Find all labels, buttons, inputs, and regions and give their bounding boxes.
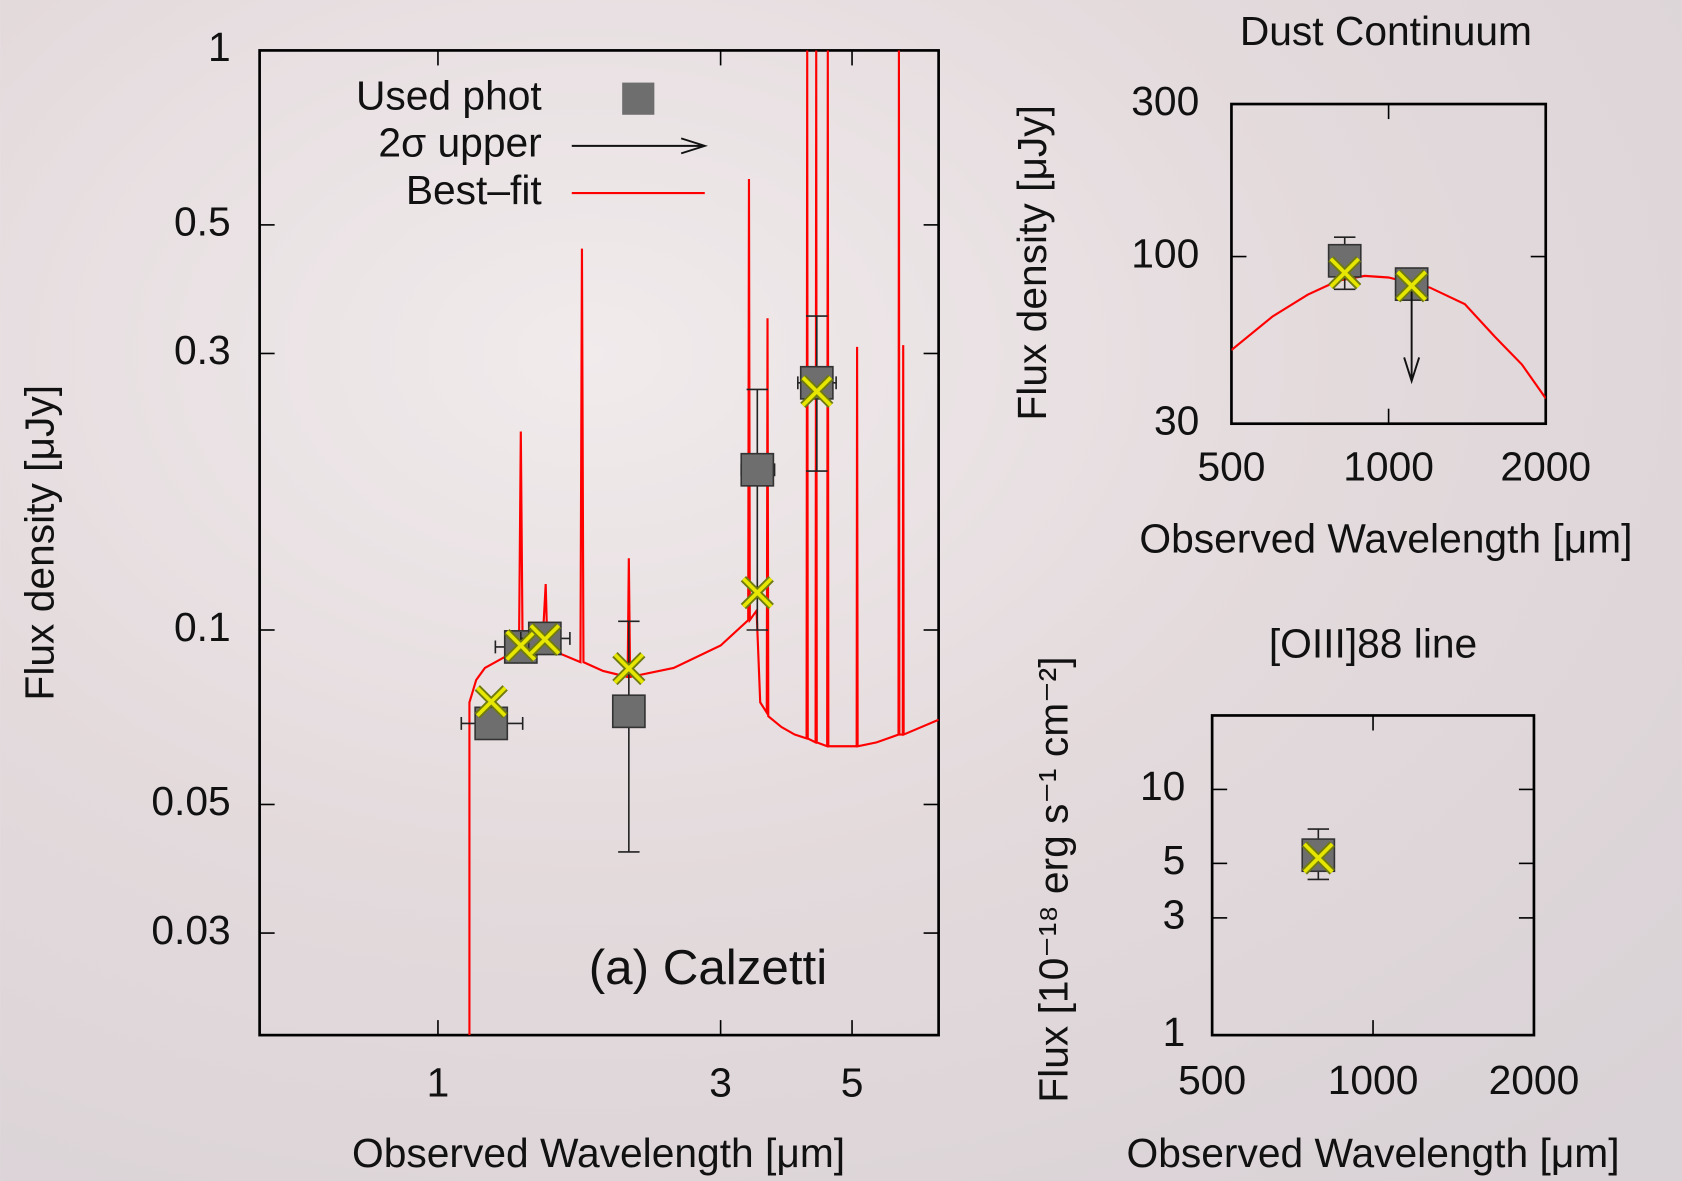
y-axis-label: Flux density [μJy] [17, 385, 63, 701]
y-tick-label: 30 [1154, 397, 1199, 443]
y-tick-label: 0.05 [151, 778, 230, 824]
x-tick-label: 500 [1197, 444, 1265, 490]
y-tick-label: 300 [1131, 78, 1199, 124]
y-tick-label: 1 [1163, 1009, 1186, 1055]
photometry-point [741, 454, 773, 486]
legend-label: Best–fit [406, 167, 543, 213]
x-tick-label: 5 [841, 1059, 864, 1105]
photometry-point [613, 695, 645, 727]
x-axis-label: Observed Wavelength [μm] [1127, 1130, 1620, 1176]
panel-title: [OIII]88 line [1269, 621, 1477, 667]
y-axis-label: Flux [10⁻¹⁸ erg s⁻¹ cm⁻²] [1030, 656, 1076, 1102]
x-axis-label: Observed Wavelength [μm] [352, 1130, 845, 1176]
x-axis-label: Observed Wavelength [μm] [1139, 515, 1632, 561]
annotation: (a) Calzetti [589, 940, 827, 995]
y-tick-label: 0.1 [174, 604, 231, 650]
y-tick-label: 3 [1163, 892, 1186, 938]
x-tick-label: 500 [1178, 1057, 1246, 1103]
figure: 0.03 0.05 0.1 0.3 0.5 1 1 3 5 Observed Wavelength… [0, 0, 1682, 1181]
x-tick-label: 2000 [1500, 444, 1591, 490]
x-tick-label: 2000 [1489, 1057, 1580, 1103]
legend-label: Used phot [356, 72, 542, 118]
y-tick-label: 100 [1131, 230, 1199, 276]
y-tick-label: 10 [1140, 763, 1185, 809]
y-tick-label: 5 [1163, 837, 1186, 883]
x-tick-label: 1000 [1343, 444, 1434, 490]
legend-label: 2σ upper [378, 120, 541, 166]
y-tick-label: 0.5 [174, 199, 231, 245]
panel-title: Dust Continuum [1240, 8, 1532, 54]
y-tick-label: 0.03 [151, 907, 230, 953]
legend-swatch [622, 83, 654, 115]
x-tick-label: 1000 [1328, 1057, 1419, 1103]
y-tick-label: 0.3 [174, 327, 231, 373]
x-tick-label: 1 [427, 1059, 450, 1105]
x-tick-label: 3 [709, 1059, 732, 1105]
y-axis-label: Flux density [μJy] [1009, 105, 1055, 421]
background [0, 0, 1682, 1181]
y-tick-label: 1 [208, 24, 231, 70]
